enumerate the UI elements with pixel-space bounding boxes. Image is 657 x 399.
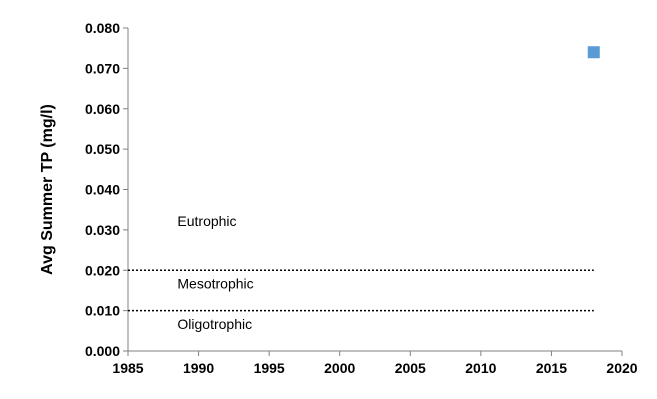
y-tick-label: 0.070 (85, 60, 120, 76)
x-tick-label: 2000 (324, 360, 355, 376)
x-tick-label: 2020 (606, 360, 637, 376)
x-tick-label: 2015 (536, 360, 567, 376)
y-tick-labels: 0.000 0.010 0.020 0.030 0.040 0.050 0.060 0.070… (85, 20, 120, 359)
x-tick-label: 1995 (254, 360, 285, 376)
y-tick-label: 0.000 (85, 343, 120, 359)
x-tick-label: 1985 (112, 360, 143, 376)
y-tick-label: 0.080 (85, 20, 120, 36)
y-tick-label: 0.030 (85, 222, 120, 238)
y-tick-label: 0.050 (85, 141, 120, 157)
y-axis-title: Avg Summer TP (mg/l) (39, 104, 56, 275)
y-tick-label: 0.010 (85, 303, 120, 319)
y-tick-label: 0.060 (85, 101, 120, 117)
reference-lines (128, 269, 594, 312)
trophic-zone-labels: Eutrophic Mesotrophic Oligotrophic (177, 213, 253, 332)
zone-label-eutrophic: Eutrophic (177, 213, 236, 229)
x-tick-labels: 1985 1990 1995 2000 2005 2010 2015 2020 (112, 360, 637, 376)
zone-label-mesotrophic: Mesotrophic (177, 275, 253, 291)
data-point (587, 46, 600, 59)
x-tick-label: 2010 (465, 360, 496, 376)
y-tick-label: 0.020 (85, 262, 120, 278)
y-tick-label: 0.040 (85, 182, 120, 198)
zone-label-oligotrophic: Oligotrophic (177, 316, 252, 332)
data-points (587, 46, 600, 59)
x-tick-label: 2005 (395, 360, 426, 376)
y-tick-marks (123, 27, 128, 352)
x-tick-label: 1990 (183, 360, 214, 376)
x-tick-marks (127, 351, 623, 356)
